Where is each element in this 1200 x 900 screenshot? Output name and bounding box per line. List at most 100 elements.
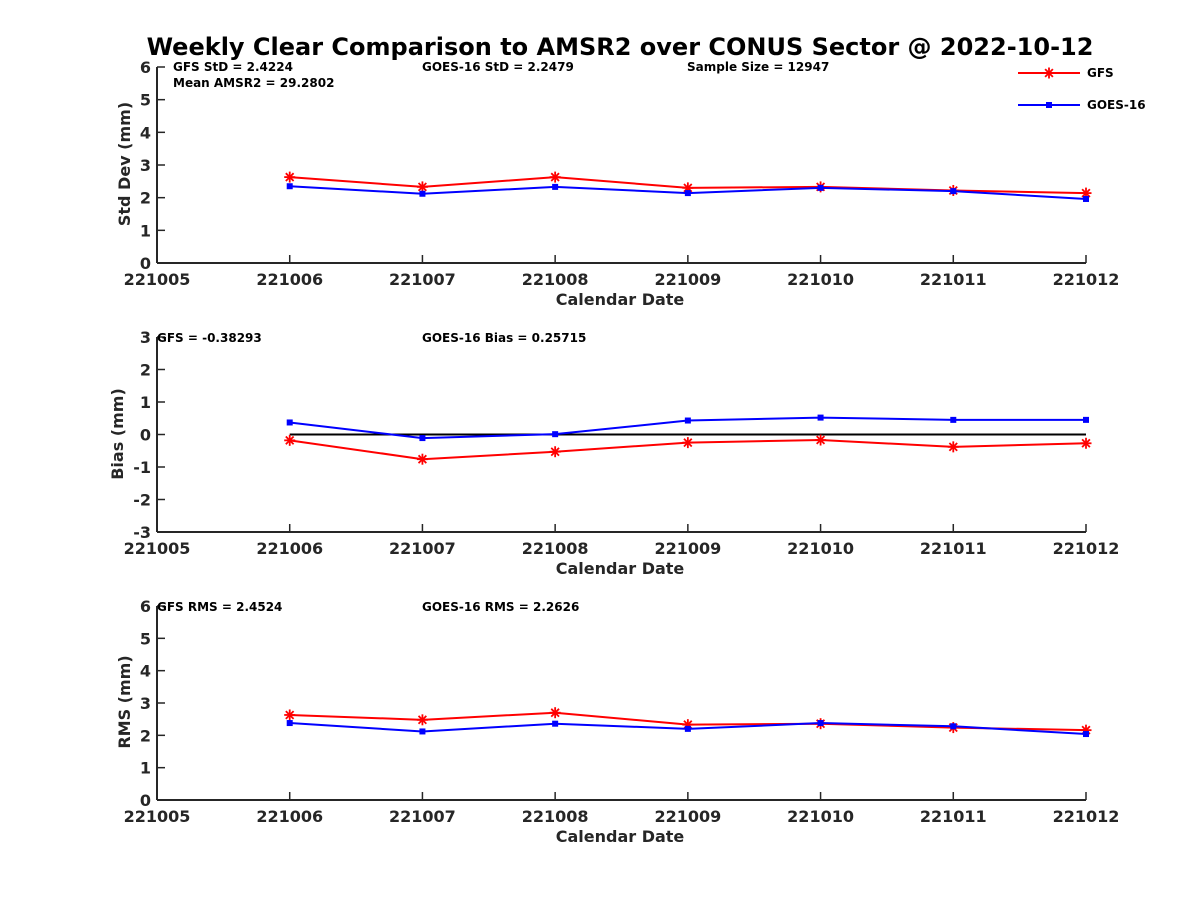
bias-y-tick-label: 3 [140,328,151,347]
goes16-bias-annotation: GOES-16 Bias = 0.25715 [422,331,586,345]
bias-gfs-point [1080,437,1092,449]
rms-gfs-point [284,709,296,721]
std-dev-panel: 221005 221006 221007 221008 221009 221010 2210… [115,58,1119,309]
std-dev-gfs-point [284,171,296,183]
bias-y-tick-label: 0 [140,426,151,445]
legend-item-gfs: GFS [1018,66,1114,80]
rms-gfs-point [549,707,561,719]
bias-goes16-point [950,416,957,423]
legend-marker-shape [1043,67,1055,79]
std-dev-plot-area: 221005 221006 221007 221008 221009 221010 2210… [124,58,1120,289]
rms-y-axis-label: RMS (mm) [115,655,134,748]
rms-x-tick-label: 221006 [256,807,323,826]
bias-gfs-point [416,453,428,465]
std-dev-goes16-point [817,184,824,191]
bias-x-tick-label: 221007 [389,539,456,558]
legend-gfs-marker [1043,67,1055,79]
std-dev-goes16-point [1083,195,1089,202]
rms-x-tick-label: 221009 [654,807,721,826]
std-dev-gfs-point [549,171,561,183]
bias-y-tick-label: 2 [140,361,151,380]
std-dev-x-tick-label: 221007 [389,270,456,289]
std-dev-x-tick-label: 221011 [920,270,987,289]
bias-panel: 221005 221006 221007 221008 221009 221010 2210… [108,328,1119,578]
legend-goes16-marker [1046,102,1052,108]
std-dev-gfs-point [416,181,428,193]
std-dev-x-tick-label: 221010 [787,270,854,289]
std-dev-x-tick-label: 221009 [654,270,721,289]
gfs-std-annotation: GFS StD = 2.4224 [173,60,293,74]
std-dev-goes16-point [419,190,426,197]
std-dev-x-axis-label: Calendar Date [556,290,685,309]
rms-goes16-point [552,720,559,727]
std-dev-goes16-point [552,183,559,190]
std-dev-x-tick-label: 221006 [256,270,323,289]
legend-gfs-label: GFS [1087,66,1114,80]
rms-x-tick-label: 221011 [920,807,987,826]
bias-x-tick-label: 221010 [787,539,854,558]
rms-x-tick-label: 221008 [522,807,589,826]
bias-x-tick-label: 221005 [124,539,191,558]
bias-y-axis-label: Bias (mm) [108,388,127,480]
rms-goes16-point [286,720,293,727]
std-dev-y-tick-label: 5 [140,91,151,110]
std-dev-x-tick-label: 221008 [522,270,589,289]
rms-x-axis-label: Calendar Date [556,827,685,846]
bias-x-tick-label: 221006 [256,539,323,558]
std-dev-goes16-point [684,190,691,197]
rms-y-tick-label: 0 [140,791,151,810]
chart-title: Weekly Clear Comparison to AMSR2 over CO… [147,33,1094,61]
std-dev-x-tick-label: 221012 [1053,270,1120,289]
std-dev-goes16-point [950,188,957,195]
bias-plot-area: 221005 221006 221007 221008 221009 221010 2210… [124,328,1120,558]
bias-gfs-point [284,434,296,446]
bias-y-tick-label: 1 [140,393,151,412]
rms-x-tick-label: 221010 [787,807,854,826]
std-dev-y-axis-label: Std Dev (mm) [115,102,134,226]
bias-x-tick-label: 221012 [1053,539,1120,558]
bias-goes16-point [684,417,691,424]
mean-amsr2-annotation: Mean AMSR2 = 29.2802 [173,76,334,90]
goes16-rms-annotation: GOES-16 RMS = 2.2626 [422,600,579,614]
rms-gfs-point [416,714,428,726]
legend-item-goes16: GOES-16 [1018,98,1146,112]
std-dev-x-tick-label: 221005 [124,270,191,289]
bias-gfs-point [815,434,827,446]
rms-y-tick-label: 3 [140,694,151,713]
rms-y-tick-label: 1 [140,759,151,778]
rms-goes16-point [950,723,957,730]
std-dev-goes16-point [286,183,293,190]
bias-x-axis-label: Calendar Date [556,559,685,578]
bias-gfs-point [682,437,694,449]
legend-goes16-label: GOES-16 [1087,98,1146,112]
bias-goes16-point [286,419,293,426]
goes16-std-annotation: GOES-16 StD = 2.2479 [422,60,574,74]
bias-y-tick-label: -3 [133,523,151,542]
std-dev-y-tick-label: 0 [140,254,151,273]
sample-size-annotation: Sample Size = 12947 [687,60,829,74]
rms-goes16-point [684,725,691,732]
bias-gfs-point [947,441,959,453]
bias-goes16-point [817,414,824,421]
std-dev-y-tick-label: 4 [140,123,151,142]
rms-x-tick-label: 221005 [124,807,191,826]
bias-x-tick-label: 221008 [522,539,589,558]
gfs-bias-annotation: GFS = -0.38293 [157,331,262,345]
bias-x-tick-label: 221011 [920,539,987,558]
rms-x-tick-label: 221007 [389,807,456,826]
bias-x-tick-label: 221009 [654,539,721,558]
legend-marker-shape [1046,102,1052,108]
std-dev-y-tick-label: 3 [140,156,151,175]
rms-y-tick-label: 6 [140,597,151,616]
rms-goes16-point [419,728,426,735]
legend: GFS GOES-16 [1018,66,1146,112]
bias-y-tick-label: -1 [133,458,151,477]
rms-x-tick-label: 221012 [1053,807,1120,826]
std-dev-y-tick-label: 1 [140,221,151,240]
std-dev-y-tick-label: 6 [140,58,151,77]
gfs-rms-annotation: GFS RMS = 2.4524 [157,600,282,614]
rms-goes16-point [1083,731,1089,738]
bias-goes16-point [1083,416,1089,423]
